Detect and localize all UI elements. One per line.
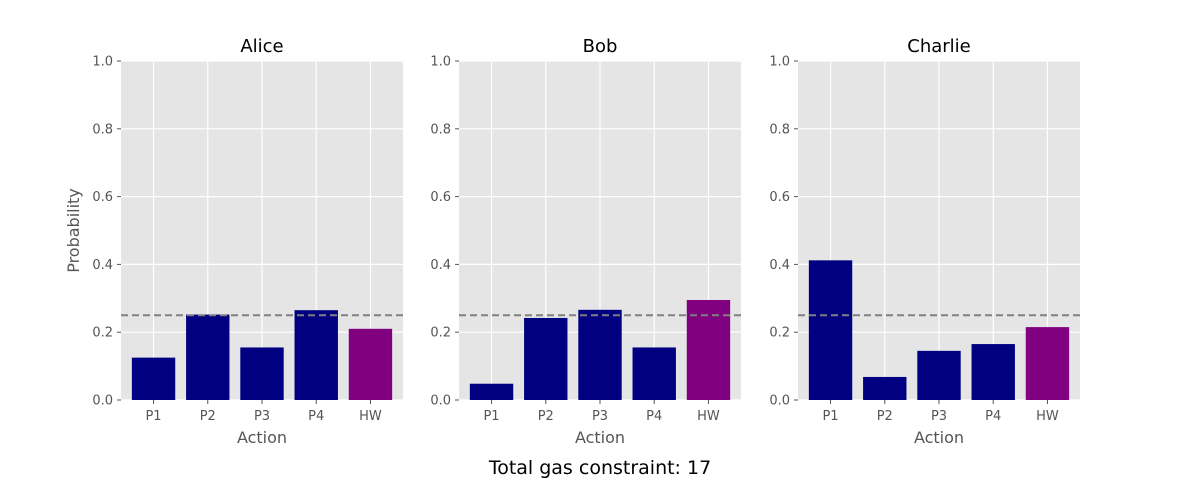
y-tick-label: 0.2	[430, 326, 451, 341]
bar-p2	[863, 376, 907, 400]
x-tick-label: P2	[877, 409, 893, 424]
y-tick-label: 0.6	[92, 190, 113, 205]
bar-hw	[1025, 327, 1070, 400]
y-tick-label: 0.2	[769, 326, 790, 341]
bar-p4	[632, 347, 676, 400]
footer-caption: Total gas constraint: 17	[488, 457, 711, 479]
y-tick-label: 0.0	[430, 394, 451, 409]
bar-p3	[578, 309, 622, 400]
y-tick-label: 0.8	[769, 122, 790, 137]
y-tick-label: 0.6	[769, 190, 790, 205]
x-axis-label: Action	[914, 428, 964, 447]
panel-title: Alice	[240, 36, 283, 57]
bar-p3	[917, 350, 961, 400]
bar-p2	[524, 317, 568, 400]
y-tick-label: 1.0	[92, 55, 113, 70]
x-tick-label: P3	[931, 409, 947, 424]
x-tick-label: P3	[592, 409, 608, 424]
x-tick-label: P1	[145, 409, 161, 424]
bar-hw	[348, 328, 393, 400]
x-tick-label: P3	[254, 409, 270, 424]
y-tick-label: 0.0	[92, 394, 113, 409]
bar-p1	[131, 357, 176, 400]
x-axis-label: Action	[575, 428, 625, 447]
bar-p4	[971, 344, 1015, 400]
bar-p2	[186, 314, 230, 400]
y-tick-label: 0.4	[769, 258, 790, 273]
y-tick-label: 0.8	[92, 122, 113, 137]
x-tick-label: P2	[538, 409, 554, 424]
y-tick-label: 0.4	[92, 258, 113, 273]
y-tick-label: 0.0	[769, 394, 790, 409]
chart-panel: 0.0 0.2 0.4 0.6 0.8 1.0 P1 P2 P3 P4 HW Alice Action P…	[64, 36, 403, 447]
bar-p4	[294, 310, 338, 400]
bar-hw	[686, 299, 731, 400]
x-tick-label: P2	[200, 409, 216, 424]
y-tick-label: 0.4	[430, 258, 451, 273]
x-tick-label: P4	[308, 409, 324, 424]
y-tick-label: 1.0	[769, 55, 790, 70]
x-tick-label: P1	[483, 409, 499, 424]
bar-p3	[240, 347, 284, 400]
x-tick-label: P4	[646, 409, 662, 424]
x-tick-label: HW	[697, 409, 720, 424]
y-tick-label: 0.8	[430, 122, 451, 137]
x-tick-label: P4	[985, 409, 1001, 424]
y-tick-label: 1.0	[430, 55, 451, 70]
panel-title: Charlie	[907, 36, 970, 57]
y-tick-label: 0.6	[430, 190, 451, 205]
x-tick-label: HW	[1036, 409, 1059, 424]
x-tick-label: HW	[359, 409, 382, 424]
chart-panels: 0.0 0.2 0.4 0.6 0.8 1.0 P1 P2 P3 P4 HW Alice Action P…	[64, 36, 1080, 447]
y-tick-label: 0.2	[92, 326, 113, 341]
x-axis-label: Action	[237, 428, 287, 447]
bar-p1	[469, 383, 514, 400]
chart-panel: 0.0 0.2 0.4 0.6 0.8 1.0 P1 P2 P3 P4 HW Bob Action	[430, 36, 741, 447]
bar-p1	[808, 260, 853, 400]
x-tick-label: P1	[822, 409, 838, 424]
y-axis-label: Probability	[64, 188, 83, 273]
chart-panel: 0.0 0.2 0.4 0.6 0.8 1.0 P1 P2 P3 P4 HW Charlie Actio…	[769, 36, 1080, 447]
panel-title: Bob	[583, 36, 618, 57]
